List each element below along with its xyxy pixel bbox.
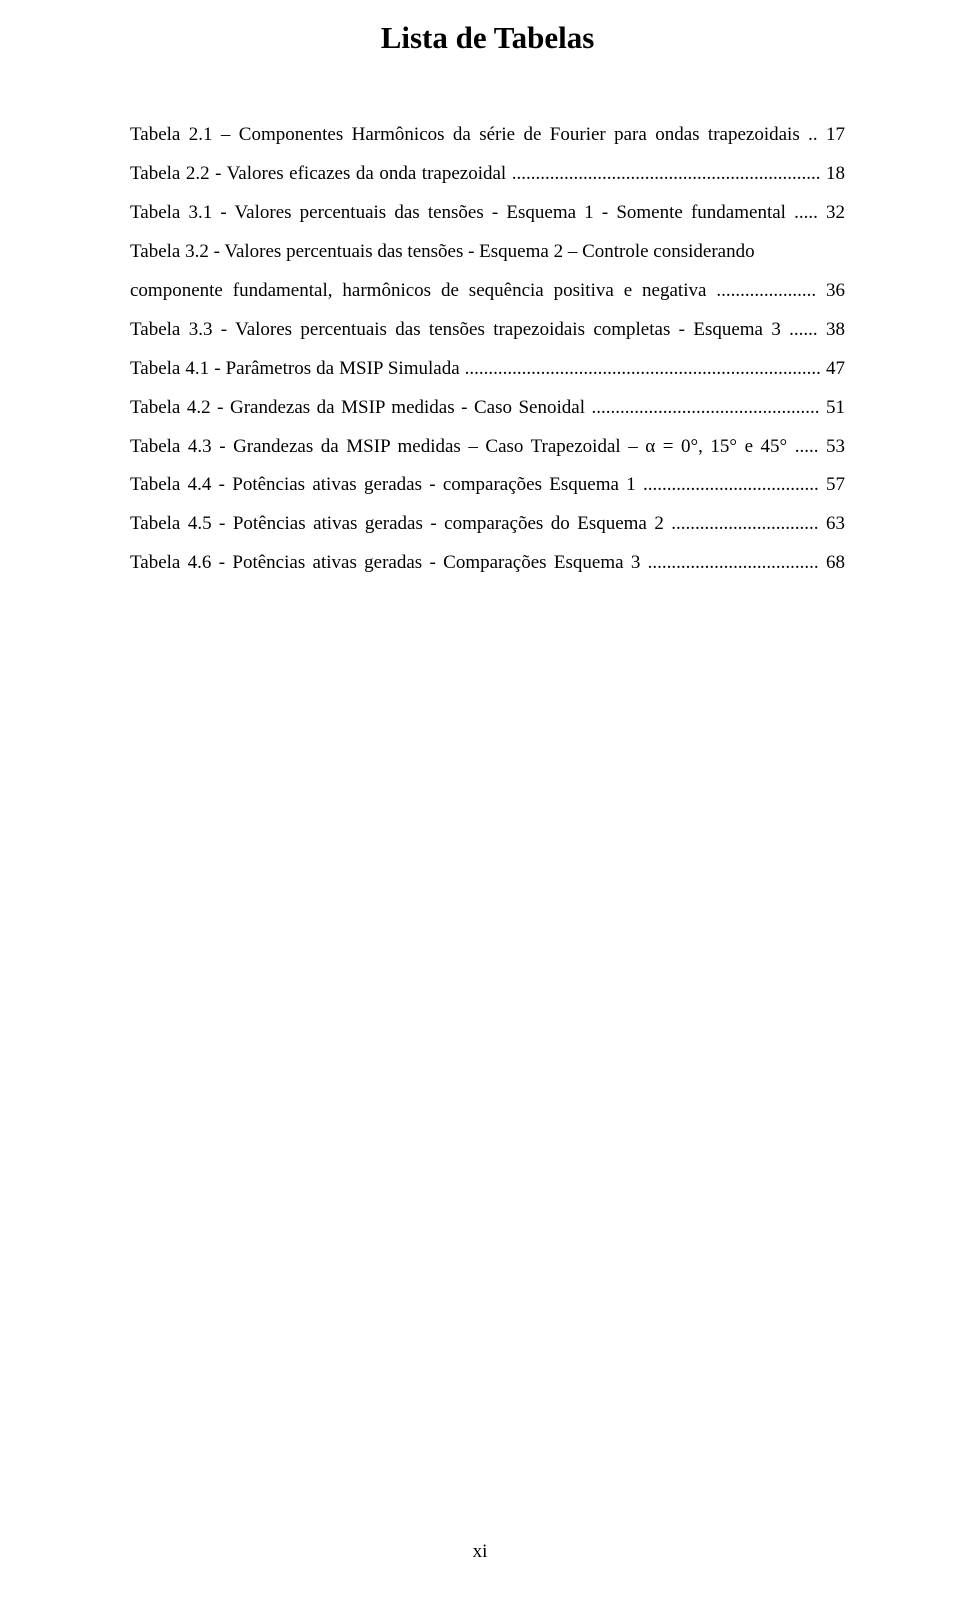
toc-entry: Tabela 4.3 - Grandezas da MSIP medidas –… [130,428,845,467]
toc-entry: Tabela 4.2 - Grandezas da MSIP medidas -… [130,389,845,428]
toc-entry-line1: Tabela 3.2 - Valores percentuais das ten… [130,233,845,272]
toc-entry: Tabela 4.4 - Potências ativas geradas - … [130,466,845,505]
toc-entry: Tabela 3.1 - Valores percentuais das ten… [130,194,845,233]
page-folio: xi [0,1541,960,1563]
toc-entry: Tabela 4.5 - Potências ativas geradas - … [130,505,845,544]
toc-entry: Tabela 4.1 - Parâmetros da MSIP Simulada… [130,350,845,389]
toc-entry: Tabela 2.2 - Valores eficazes da onda tr… [130,155,845,194]
toc-entry: Tabela 3.3 - Valores percentuais das ten… [130,311,845,350]
page-title: Lista de Tabelas [130,20,845,56]
toc-entry: Tabela 2.1 – Componentes Harmônicos da s… [130,116,845,155]
toc-entries: Tabela 2.1 – Componentes Harmônicos da s… [130,116,845,583]
toc-entry: componente fundamental, harmônicos de se… [130,272,845,311]
toc-entry: Tabela 4.6 - Potências ativas geradas - … [130,544,845,583]
